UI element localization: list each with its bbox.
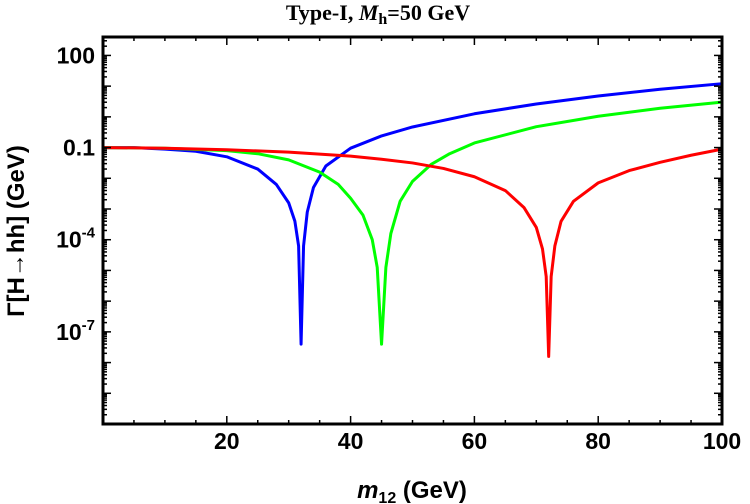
x-axis-label-var: m xyxy=(357,477,378,504)
y-tick-label-base: 10 xyxy=(56,227,82,253)
y-tick-label-exponent: -7 xyxy=(82,317,95,334)
series-line-1 xyxy=(103,82,723,346)
plot-frame xyxy=(101,35,724,426)
y-tick-label: 10-7 xyxy=(56,317,95,345)
y-tick-label-base: 10 xyxy=(56,319,82,345)
y-tick-label: 100 xyxy=(57,42,95,68)
x-tick-label: 20 xyxy=(214,428,240,454)
y-tick-label: 0.1 xyxy=(63,135,95,161)
x-axis-label: m12 (GeV) xyxy=(357,477,467,504)
x-tick-label: 40 xyxy=(338,428,364,454)
chart-title-prefix: Type-I, xyxy=(286,0,359,25)
x-axis-label-suffix: (GeV) xyxy=(396,477,467,504)
plot-lines xyxy=(103,82,723,358)
x-axis-label-var-sub: 12 xyxy=(378,490,396,504)
x-tick-label: 60 xyxy=(462,428,488,454)
chart-title-suffix: =50 GeV xyxy=(387,0,470,25)
chart-title-var: M xyxy=(358,0,380,25)
y-tick-label-base: 100 xyxy=(57,42,95,68)
y-tick-label-base: 0.1 xyxy=(63,135,95,161)
series-line-3 xyxy=(103,146,723,358)
x-tick-label: 80 xyxy=(585,428,611,454)
y-tick-label: 10-4 xyxy=(56,225,96,253)
y-axis-label: Γ[H→hh] (GeV) xyxy=(3,145,30,317)
chart-title: Type-I, Mh=50 GeV xyxy=(286,0,470,28)
x-tick-label: 100 xyxy=(703,428,741,454)
chart-title-var-sub: h xyxy=(378,11,387,28)
y-tick-label-exponent: -4 xyxy=(82,225,96,242)
series-line-2 xyxy=(103,100,723,346)
axis-ticks xyxy=(103,37,723,425)
